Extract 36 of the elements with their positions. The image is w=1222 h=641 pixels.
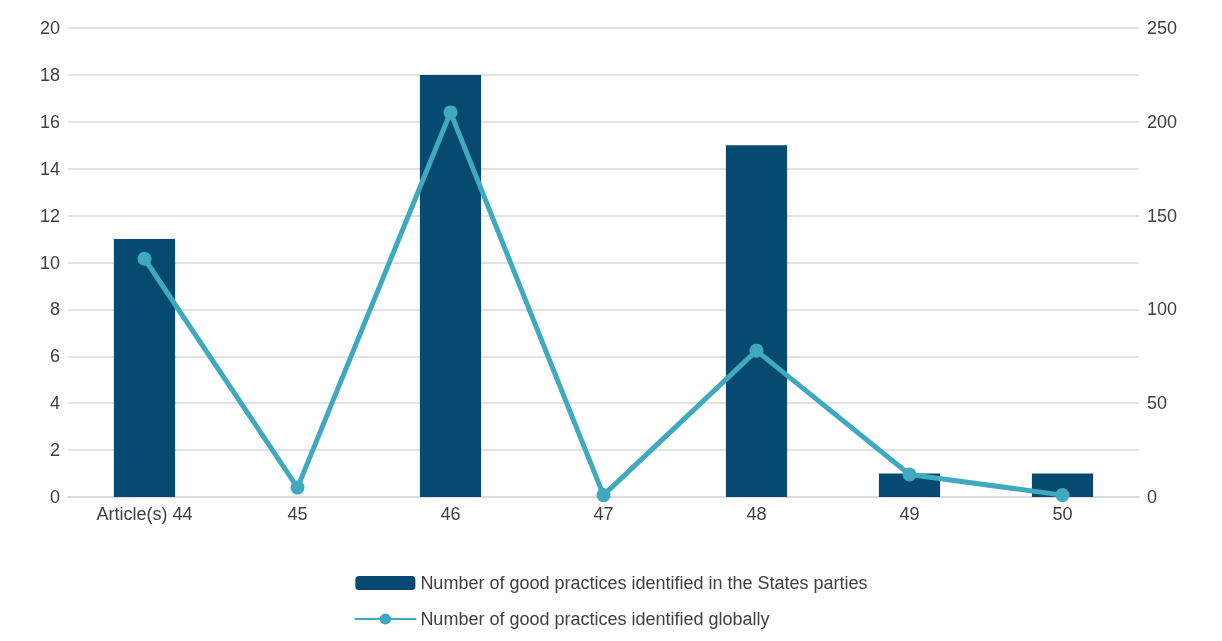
- point: [902, 467, 917, 482]
- x-tick-label: 50: [1052, 504, 1073, 524]
- y-tick-label: 20: [39, 18, 60, 38]
- legend-label: Number of good practices identified in the States parties: [420, 573, 868, 593]
- y-tick-label: 8: [49, 299, 60, 320]
- y2-tick-label: 50: [1147, 393, 1168, 414]
- y-tick-label: 6: [49, 346, 60, 367]
- y2-tick-label: 0: [1147, 487, 1158, 507]
- legend-label: Number of good practices identified globally: [420, 609, 770, 629]
- y-tick-label: 16: [39, 111, 60, 132]
- point: [749, 343, 764, 358]
- y2-tick-label: 200: [1147, 111, 1178, 132]
- point: [290, 480, 305, 495]
- point: [137, 251, 152, 266]
- y-tick-label: 2: [49, 440, 60, 461]
- y2-tick-label: 250: [1147, 18, 1178, 38]
- y-tick-label: 4: [49, 393, 60, 414]
- x-tick-label: Article(s) 44: [96, 504, 193, 524]
- y-tick-label: 18: [39, 64, 60, 85]
- point: [443, 105, 458, 120]
- bar: [725, 145, 788, 497]
- y-tick-label: 12: [39, 205, 60, 226]
- bar: [419, 74, 482, 497]
- x-tick-label: 46: [440, 504, 461, 524]
- y-tick-label: 14: [39, 158, 60, 179]
- y-tick-label: 10: [39, 252, 60, 273]
- y2-tick-label: 150: [1147, 205, 1178, 226]
- x-tick-label: 47: [593, 504, 614, 524]
- bar: [113, 239, 176, 497]
- x-tick-label: 45: [287, 504, 308, 524]
- x-tick-label: 48: [746, 504, 767, 524]
- y2-tick-label: 100: [1147, 299, 1178, 320]
- point: [596, 488, 611, 503]
- x-tick-label: 49: [899, 504, 920, 524]
- y-tick-label: 0: [49, 487, 60, 507]
- point: [1055, 488, 1070, 503]
